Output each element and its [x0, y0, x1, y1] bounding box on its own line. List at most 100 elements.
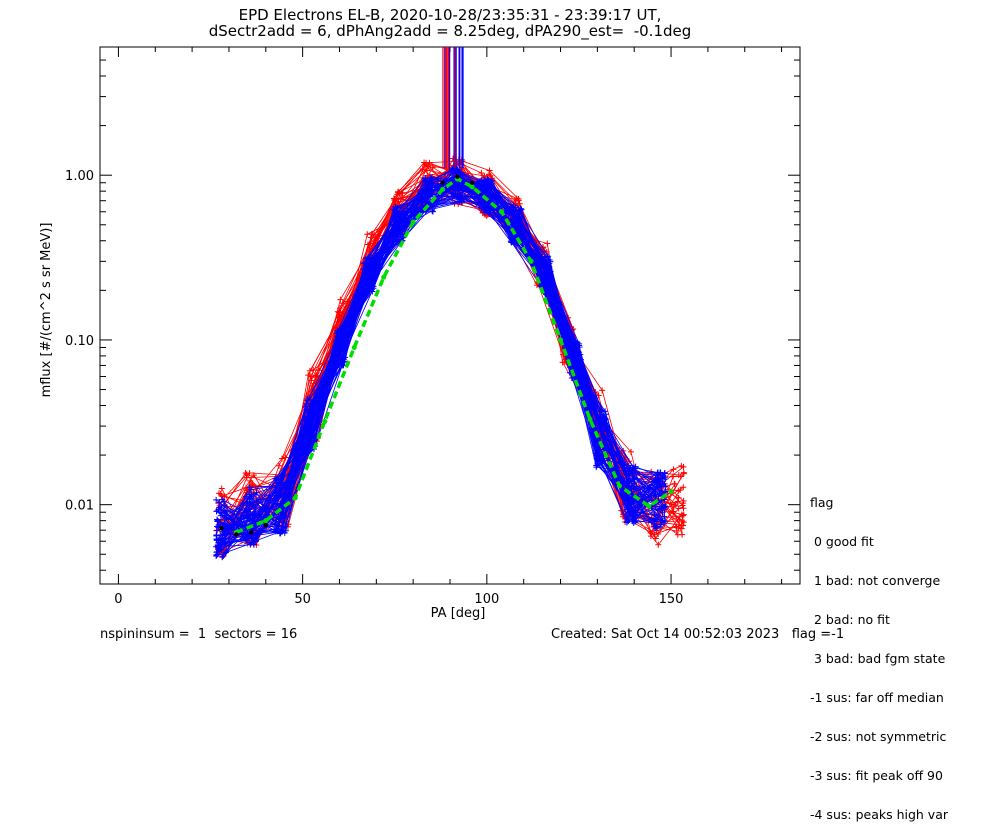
blue-series-point	[370, 283, 377, 290]
black-series-point	[440, 180, 445, 185]
blue-series-point	[547, 258, 554, 265]
blue-series-trace	[222, 184, 657, 536]
red-series-point	[680, 470, 687, 477]
y-tick-label: 0.01	[65, 499, 94, 514]
x-tick-label: 0	[114, 592, 122, 607]
blue-series-point	[543, 263, 550, 270]
blue-series-point	[221, 527, 228, 534]
blue-series-point	[651, 523, 658, 530]
blue-series-point	[341, 354, 348, 361]
blue-series-point	[631, 512, 638, 519]
blue-series-point	[242, 530, 249, 537]
green-series-point	[528, 258, 534, 264]
black-series-point	[469, 180, 475, 185]
red-series-point	[679, 531, 686, 538]
blue-series-point	[303, 438, 310, 445]
blue-series-traces	[213, 165, 669, 560]
blue-series-point	[454, 187, 461, 194]
blue-series-point	[479, 200, 486, 207]
blue-series-point	[653, 516, 660, 523]
blue-series-point	[422, 175, 429, 182]
red-series-point	[247, 477, 254, 484]
red-series-point	[421, 159, 428, 166]
blue-series-point	[661, 513, 668, 520]
blue-series-point	[573, 350, 580, 357]
blue-series-point	[592, 450, 599, 457]
red-series-point	[680, 484, 687, 491]
blue-series-trace	[220, 181, 662, 535]
red-series-point	[336, 305, 343, 312]
blue-series-point	[597, 454, 604, 461]
black-series-point	[263, 523, 268, 528]
legend-entry: 2 bad: no fit	[810, 612, 890, 627]
red-series-point	[512, 198, 519, 205]
blue-series-point	[426, 179, 433, 186]
series-group	[213, 47, 687, 561]
chart-title-line2: dSectr2add = 6, dPhAng2add = 8.25deg, dP…	[208, 22, 692, 40]
legend-entry: -4 sus: peaks high var	[810, 807, 949, 822]
red-series-point	[678, 511, 685, 518]
blue-series-point	[516, 208, 523, 215]
red-series-point	[678, 462, 685, 469]
green-series-point	[381, 274, 387, 280]
legend-entry: -1 sus: far off median	[810, 690, 944, 705]
x-tick-label: 150	[659, 592, 684, 607]
blue-series-point	[280, 519, 287, 526]
blue-series-point	[275, 522, 282, 529]
blue-series-point	[600, 435, 607, 442]
green-series-point	[469, 184, 475, 190]
red-series-point	[675, 471, 682, 478]
red-series-point	[680, 522, 687, 529]
blue-series-point	[367, 257, 374, 264]
blue-series-point	[395, 213, 402, 220]
black-series-point	[219, 525, 224, 531]
green-series	[233, 176, 674, 535]
blue-series-point	[570, 355, 577, 362]
blue-series-point	[362, 259, 369, 266]
green-series-point	[616, 483, 622, 489]
blue-series-point	[656, 482, 663, 489]
black-series-point	[455, 174, 460, 179]
green-series-line	[235, 176, 673, 534]
blue-series-point	[213, 553, 220, 560]
red-series-point	[675, 487, 682, 494]
blue-series-point	[631, 480, 638, 487]
blue-series-point	[310, 410, 317, 417]
blue-series-point	[334, 333, 341, 340]
red-series-point	[218, 493, 225, 500]
red-series-point	[336, 314, 343, 321]
red-series-point	[679, 517, 686, 524]
blue-series-point	[341, 348, 348, 355]
legend-title: flag	[810, 495, 834, 510]
blue-series-point	[659, 478, 666, 485]
blue-series-point	[449, 193, 456, 200]
footer-created: Created: Sat Oct 14 00:52:03 2023 flag =…	[551, 627, 845, 642]
blue-series-point	[488, 178, 495, 185]
green-series-point	[646, 503, 652, 509]
green-series-point	[558, 337, 564, 343]
red-series-point	[675, 494, 682, 501]
blue-series-point	[658, 521, 665, 528]
blue-series-point	[248, 491, 255, 498]
blue-series-point	[390, 206, 397, 213]
green-series-point	[499, 209, 505, 215]
blue-series-point	[623, 515, 630, 522]
blue-series-point	[659, 517, 666, 524]
legend-entry: -3 sus: fit peak off 90	[810, 768, 943, 783]
red-series-point	[306, 367, 313, 374]
blue-series-point	[484, 175, 491, 182]
blue-series-trace	[221, 178, 665, 545]
blue-series-point	[456, 191, 463, 198]
black-series-point	[248, 530, 254, 535]
chart-plot: 0 50 100 150 0.01 0.10 1.00	[65, 46, 801, 607]
blue-series-point	[429, 208, 436, 215]
red-series-point	[515, 195, 522, 202]
blue-series-point	[654, 470, 661, 477]
blue-series-point	[253, 537, 260, 544]
blue-series-point	[242, 536, 249, 543]
blue-series-point	[213, 496, 220, 503]
red-series-point	[249, 480, 256, 487]
legend: flag 0 good fit 1 bad: not converge 2 ba…	[810, 470, 948, 834]
blue-series-point	[215, 521, 222, 528]
blue-series-point	[662, 503, 669, 510]
